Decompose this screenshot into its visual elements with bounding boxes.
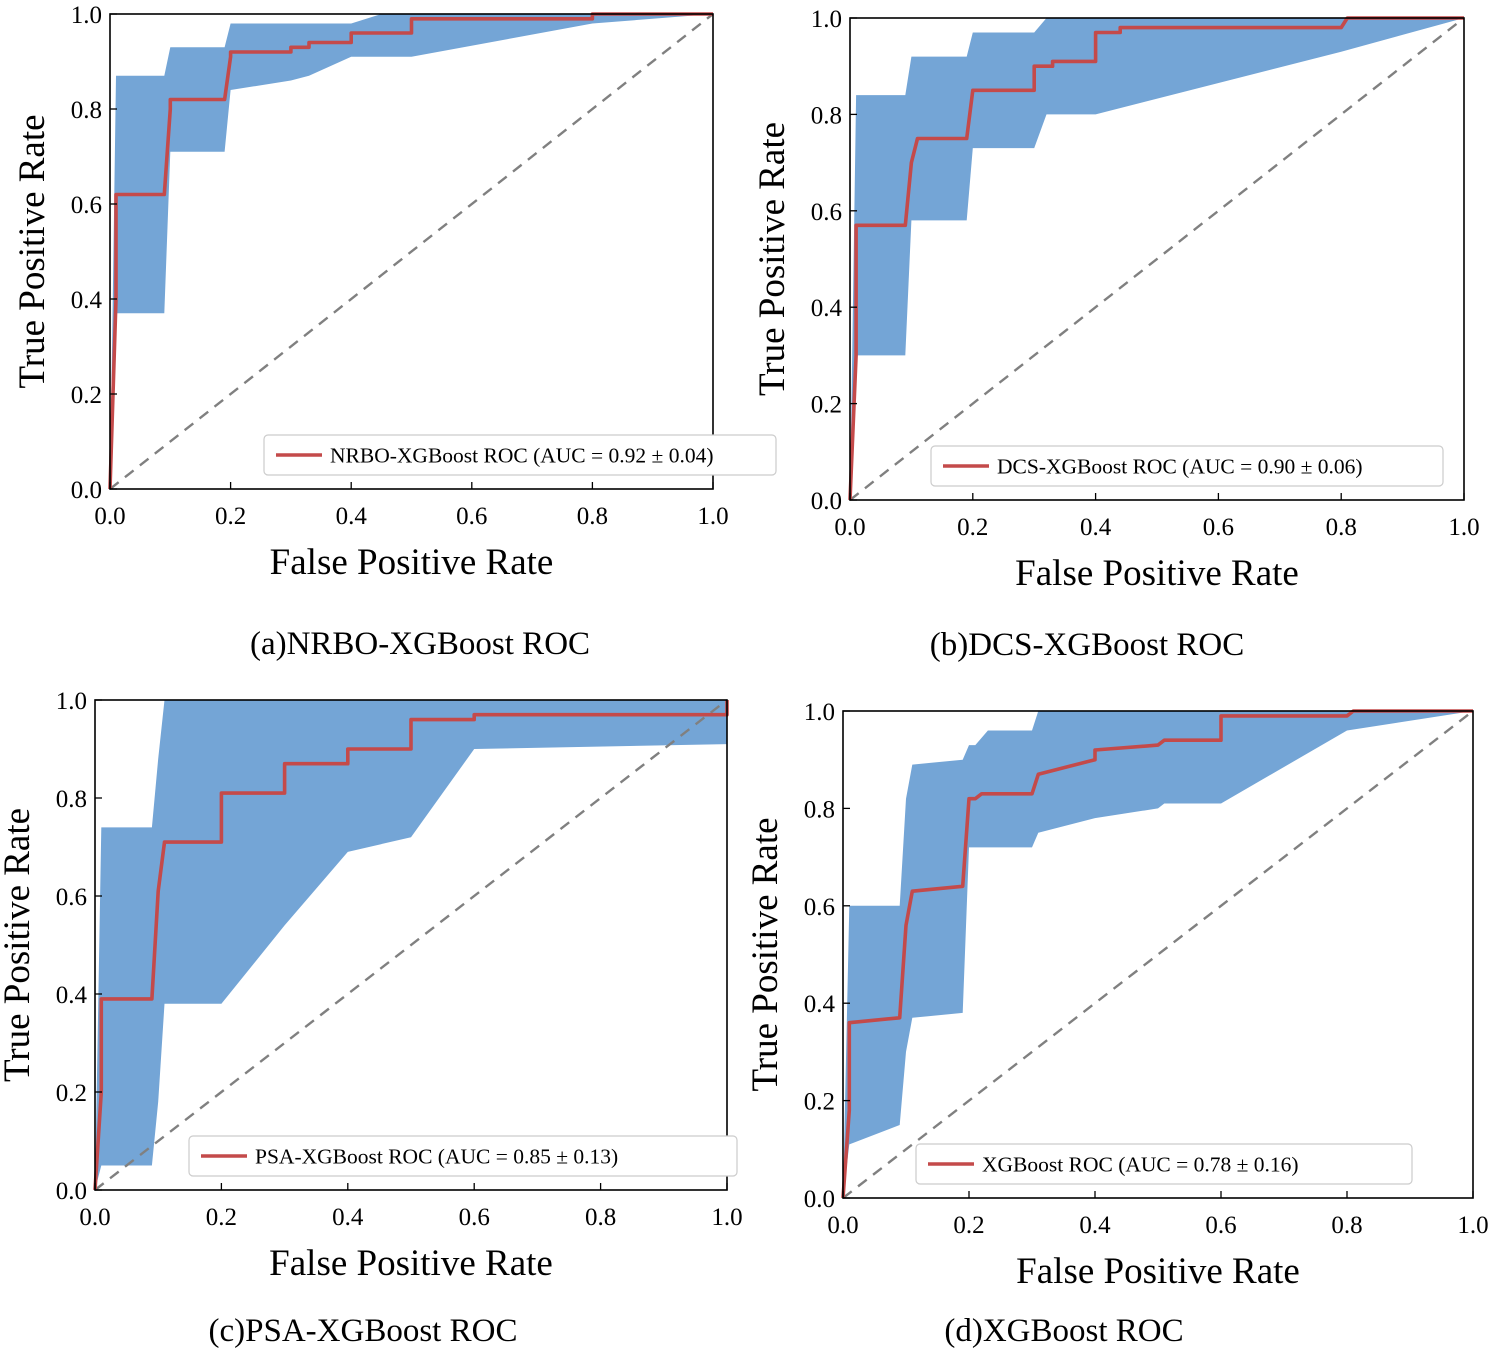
y-tick-label: 0.0 (811, 488, 842, 515)
y-tick-label: 0.2 (804, 1089, 835, 1116)
x-tick-label: 0.4 (332, 1204, 364, 1231)
legend-box (188, 1135, 738, 1177)
legend: DCS-XGBoost ROC (AUC = 0.90 ± 0.06) (930, 445, 1444, 487)
legend-label: DCS-XGBoost ROC (AUC = 0.90 ± 0.06) (997, 455, 1363, 479)
y-tick-label: 1.0 (804, 699, 835, 726)
panel-caption: (c)PSA-XGBoost ROC (209, 1313, 518, 1349)
y-tick-label: 0.0 (71, 477, 102, 504)
legend: XGBoost ROC (AUC = 0.78 ± 0.16) (915, 1143, 1413, 1185)
axes-frame (109, 13, 714, 490)
confidence-band (843, 711, 1473, 1198)
y-tick-label: 0.8 (804, 796, 835, 823)
legend-box (930, 445, 1444, 487)
x-tick-label: 0.2 (953, 1212, 984, 1239)
x-tick-label: 1.0 (1448, 514, 1479, 541)
x-axis-label: False Positive Rate (1015, 553, 1299, 594)
x-tick-label: 0.2 (206, 1204, 237, 1231)
confidence-band (110, 14, 713, 489)
x-tick-label: 0.8 (1331, 1212, 1362, 1239)
y-axis-label: True Positive Rate (0, 808, 38, 1082)
legend: NRBO-XGBoost ROC (AUC = 0.92 ± 0.04) (263, 434, 777, 476)
x-tick-label: 1.0 (711, 1204, 742, 1231)
y-tick-label: 0.4 (811, 295, 843, 322)
y-tick-label: 0.4 (56, 982, 88, 1009)
legend-label: PSA-XGBoost ROC (AUC = 0.85 ± 0.13) (255, 1145, 618, 1169)
mean-roc-line (841, 709, 1473, 1199)
legend-box (915, 1143, 1413, 1185)
mean-roc-line (93, 700, 729, 1191)
y-tick-label: 0.2 (71, 382, 102, 409)
chance-line (94, 699, 728, 1191)
y-tick-label: 0.8 (71, 97, 102, 124)
axes-frame (849, 17, 1465, 501)
y-tick-label: 1.0 (811, 6, 842, 33)
axes-frame (842, 710, 1474, 1199)
y-tick-label: 0.6 (56, 884, 87, 911)
x-tick-label: 0.4 (1080, 514, 1112, 541)
legend-label: XGBoost ROC (AUC = 0.78 ± 0.16) (982, 1153, 1299, 1177)
x-tick-label: 0.0 (94, 503, 125, 530)
x-tick-label: 0.2 (957, 514, 988, 541)
x-tick-label: 0.6 (456, 503, 487, 530)
panel-caption: (b)DCS-XGBoost ROC (930, 627, 1244, 663)
roc-panel-b: 0.0 0.2 0.4 0.6 0.8 1.0 0.0 0.2 0.4 0.6 0.8 1.0 Fals… (752, 6, 1480, 663)
x-tick-label: 0.8 (1326, 514, 1357, 541)
x-axis-label: False Positive Rate (269, 1243, 553, 1284)
y-axis-label: True Positive Rate (745, 817, 786, 1091)
x-tick-label: 0.6 (1203, 514, 1234, 541)
x-tick-label: 1.0 (697, 503, 728, 530)
y-tick-label: 0.6 (71, 192, 102, 219)
y-tick-label: 0.8 (56, 786, 87, 813)
y-tick-label: 0.6 (804, 894, 835, 921)
x-tick-label: 0.6 (1205, 1212, 1236, 1239)
legend-box (263, 434, 777, 476)
mean-roc-line (848, 16, 1464, 501)
x-tick-label: 0.0 (79, 1204, 110, 1231)
y-tick-label: 0.0 (804, 1186, 835, 1213)
y-tick-label: 0.2 (811, 392, 842, 419)
confidence-band (95, 700, 727, 1190)
x-axis-label: False Positive Rate (1016, 1251, 1300, 1292)
y-tick-label: 0.4 (71, 287, 103, 314)
axes-frame (94, 699, 728, 1191)
x-axis-label: False Positive Rate (270, 542, 554, 583)
x-tick-label: 0.0 (834, 514, 865, 541)
x-tick-label: 1.0 (1457, 1212, 1488, 1239)
x-tick-label: 0.6 (459, 1204, 490, 1231)
y-tick-label: 0.8 (811, 102, 842, 129)
y-tick-label: 0.2 (56, 1080, 87, 1107)
x-tick-label: 0.8 (585, 1204, 616, 1231)
y-tick-label: 0.0 (56, 1178, 87, 1205)
chance-line (849, 17, 1465, 501)
y-axis-label: True Positive Rate (752, 122, 793, 396)
x-tick-label: 0.8 (577, 503, 608, 530)
x-tick-label: 0.2 (215, 503, 246, 530)
roc-panel-a: 0.0 0.2 0.4 0.6 0.8 1.0 0.0 0.2 0.4 0.6 0.8 1.0 Fals… (12, 2, 777, 662)
panel-caption: (a)NRBO-XGBoost ROC (250, 626, 590, 662)
x-tick-label: 0.0 (827, 1212, 858, 1239)
legend: PSA-XGBoost ROC (AUC = 0.85 ± 0.13) (188, 1135, 738, 1177)
roc-panel-d: 0.0 0.2 0.4 0.6 0.8 1.0 0.0 0.2 0.4 0.6 0.8 1.0 Fals… (745, 699, 1489, 1349)
x-tick-label: 0.4 (336, 503, 368, 530)
panel-caption: (d)XGBoost ROC (944, 1313, 1183, 1349)
y-axis-label: True Positive Rate (12, 114, 53, 388)
legend-label: NRBO-XGBoost ROC (AUC = 0.92 ± 0.04) (330, 444, 713, 468)
x-tick-label: 0.4 (1079, 1212, 1111, 1239)
y-tick-label: 0.6 (811, 199, 842, 226)
mean-roc-line (108, 12, 713, 490)
y-tick-label: 1.0 (71, 2, 102, 29)
roc-panel-c: 0.0 0.2 0.4 0.6 0.8 1.0 0.0 0.2 0.4 0.6 0.8 1.0 Fals… (0, 688, 743, 1349)
confidence-band (850, 18, 1464, 500)
y-tick-label: 1.0 (56, 688, 87, 715)
y-tick-label: 0.4 (804, 991, 836, 1018)
chance-line (109, 13, 714, 490)
